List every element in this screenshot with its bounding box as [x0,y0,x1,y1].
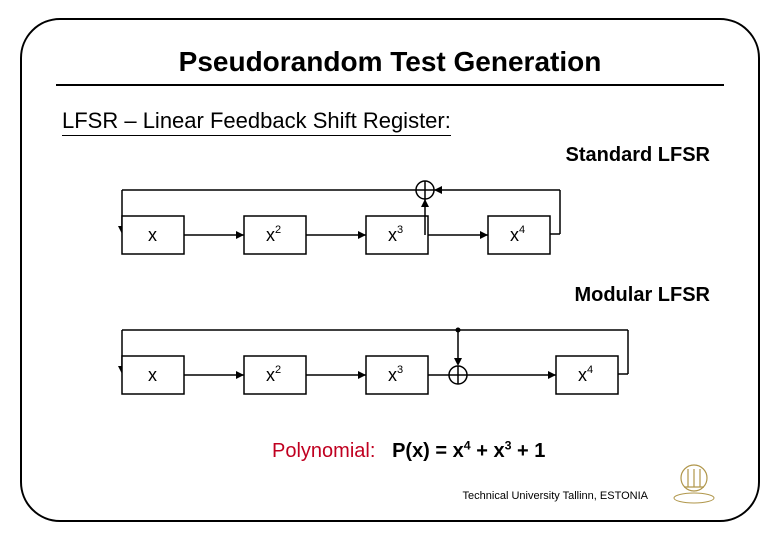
subtitle: LFSR – Linear Feedback Shift Register: [62,108,451,136]
label-standard: Standard LFSR [566,144,710,167]
diagram-standard-lfsr: x x2 x3 x4 [62,176,702,281]
modular-stages: x x2 x3 x4 [122,356,618,394]
polynomial-label: Polynomial: [272,440,375,462]
svg-modular: x x2 x3 x4 [62,316,702,416]
polynomial-expr: P(x) = x4 + x3 + 1 [392,440,545,462]
stage-label: x [148,365,157,385]
slide-frame: Pseudorandom Test Generation LFSR – Line… [20,18,760,522]
title-underline [56,84,724,86]
slide-title: Pseudorandom Test Generation [22,46,758,78]
footer-text: Technical University Tallinn, ESTONIA [463,490,648,502]
university-logo-icon [670,458,718,506]
polynomial-line: Polynomial: P(x) = x4 + x3 + 1 [272,440,545,463]
diagram-modular-lfsr: x x2 x3 x4 [62,316,702,421]
tap-node [456,328,461,333]
label-modular: Modular LFSR [574,284,710,307]
svg-standard: x x2 x3 x4 [62,176,702,276]
stage-label: x [148,225,157,245]
standard-stages: x x2 x3 x4 [122,216,550,254]
